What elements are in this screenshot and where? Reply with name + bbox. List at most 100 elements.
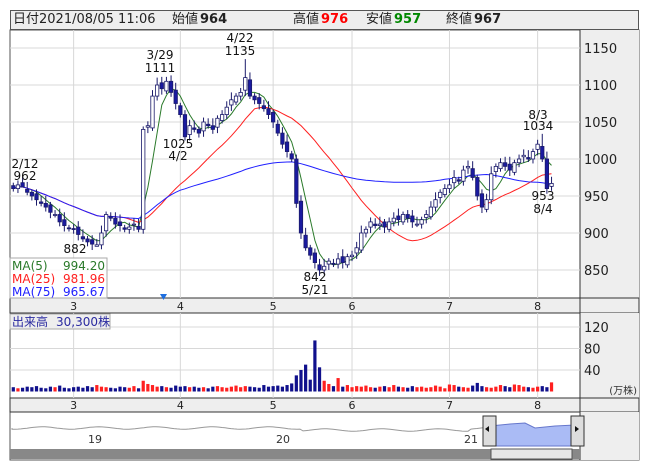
candle <box>252 95 257 101</box>
volume-bar <box>364 385 368 392</box>
candle <box>419 219 424 225</box>
volume-bar <box>211 386 215 392</box>
volume-bar <box>252 387 257 392</box>
volume-bar <box>132 386 136 392</box>
volume-bar <box>415 387 419 392</box>
price-annotation: 8/3 <box>528 108 547 122</box>
volume-bar <box>517 385 521 392</box>
price-tick-label: 1000 <box>584 153 617 168</box>
candle <box>261 105 266 110</box>
volume-bar <box>192 386 196 392</box>
volume-bar <box>480 386 484 392</box>
volume-bar <box>545 387 549 392</box>
candle <box>424 214 429 218</box>
range-navigator[interactable]: 19 20 21 <box>10 415 585 460</box>
volume-bar <box>215 386 220 392</box>
volume-bar <box>290 383 294 392</box>
open-value: 964 <box>200 12 228 27</box>
candle <box>294 158 299 204</box>
volume-bar <box>118 386 122 392</box>
volume-bar <box>81 387 85 392</box>
volume-bar <box>183 386 187 392</box>
volume-bar <box>410 386 414 392</box>
candle <box>298 200 304 234</box>
volume-bar <box>123 387 127 392</box>
candle <box>442 188 447 195</box>
volume-unit: (万株) <box>609 384 637 397</box>
candle <box>224 106 229 115</box>
volume-bar <box>201 387 206 392</box>
volume-bar <box>461 387 465 392</box>
candle <box>428 206 434 218</box>
volume-bar <box>262 385 266 392</box>
volume-bar <box>466 387 470 392</box>
candle <box>219 114 225 121</box>
candle <box>465 165 471 169</box>
volume-bar <box>396 386 401 392</box>
candle <box>387 221 392 230</box>
candle <box>498 162 503 170</box>
volume-axis-bg <box>580 313 639 398</box>
close-value: 967 <box>474 12 502 27</box>
candle <box>71 228 76 230</box>
volume-bar <box>155 386 159 392</box>
price-annotation: 8/4 <box>533 202 552 216</box>
volume-bar <box>239 387 243 392</box>
candle <box>247 79 253 97</box>
date-axis <box>9 297 640 314</box>
candle <box>215 117 220 128</box>
volume-bar <box>62 387 66 392</box>
volume-bar <box>327 383 331 392</box>
price-annotation: 3/29 <box>147 48 174 62</box>
volume-bar <box>234 385 238 392</box>
candle <box>354 247 359 254</box>
date-value: 2021/08/05 11:06 <box>39 12 156 27</box>
candle <box>182 114 188 138</box>
candle <box>359 232 364 251</box>
volume-bar <box>25 386 29 392</box>
volume-bar <box>58 385 62 392</box>
candle <box>39 201 44 204</box>
candle <box>187 125 192 135</box>
candle <box>368 221 373 228</box>
volume-bar <box>378 386 382 392</box>
candle <box>196 128 201 134</box>
volume-bar <box>341 386 345 392</box>
candle <box>447 184 452 189</box>
close-label: 終値 <box>446 12 473 27</box>
volume-bar <box>447 384 452 392</box>
candle <box>303 234 308 249</box>
volume-bar <box>141 380 145 392</box>
candle <box>85 238 90 243</box>
price-annotation: 2/12 <box>12 157 39 171</box>
volume-bar <box>345 385 349 392</box>
volume-bar <box>526 387 530 392</box>
candle <box>266 108 271 116</box>
candle <box>345 256 350 266</box>
candle <box>322 265 327 271</box>
candle <box>335 258 341 265</box>
volume-bar <box>438 386 442 392</box>
volume-bar <box>471 385 475 392</box>
candle <box>438 191 443 198</box>
candle <box>284 141 290 152</box>
candle <box>20 182 25 188</box>
high-value: 976 <box>321 12 349 27</box>
volume-bar <box>452 385 456 392</box>
candle <box>238 92 243 97</box>
navigator-left-arrow-icon <box>485 426 489 432</box>
volume-bar <box>85 386 90 392</box>
price-tick-label: 850 <box>584 264 609 279</box>
volume-bar <box>188 387 192 392</box>
price-annotation: 842 <box>304 270 327 284</box>
volume-bar <box>317 367 322 392</box>
candle <box>475 177 480 197</box>
volume-bar <box>136 388 141 392</box>
candle <box>526 157 531 160</box>
navigator-side <box>580 412 639 460</box>
candle <box>479 193 485 208</box>
candle <box>414 223 420 226</box>
candle <box>433 199 438 208</box>
candle <box>43 202 48 208</box>
